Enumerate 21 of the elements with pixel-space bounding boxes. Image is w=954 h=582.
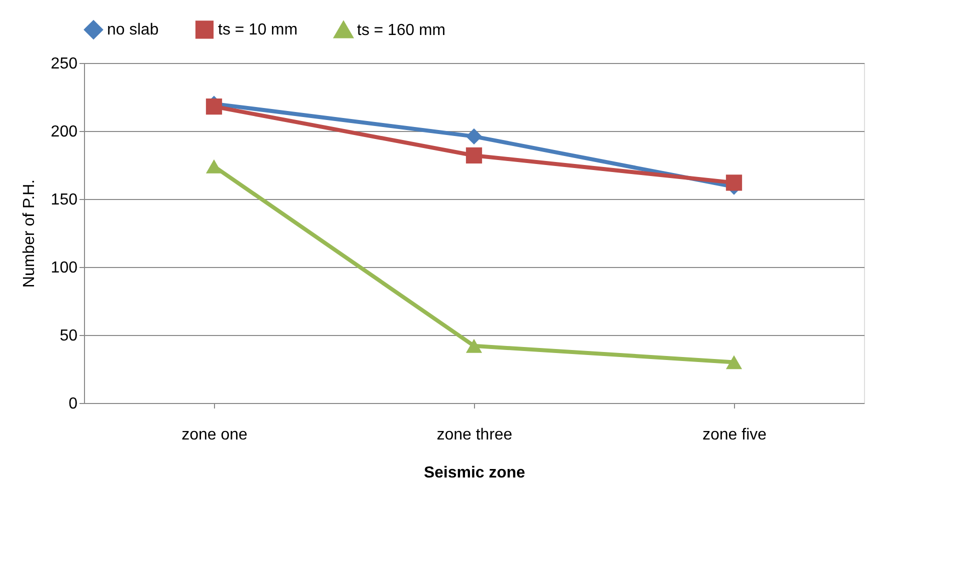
y-tick-label: 250 [50,56,78,72]
y-tick-label: 200 [50,124,78,140]
x-tick-label: zone one [182,426,248,444]
y-axis-title: Number of P.H. [20,179,38,288]
point [466,147,482,164]
point [206,159,222,174]
y-tick-label: 100 [50,260,78,276]
x-axis-title: Seismic zone [424,464,526,482]
point [206,98,222,115]
y-tick-label: 150 [50,192,78,208]
point [726,174,742,191]
legend-label: ts = 160 mm [357,22,446,40]
point [726,355,742,370]
x-tick-label: zone three [436,426,512,444]
y-tick-label: 0 [68,396,78,412]
point [466,128,482,144]
x-tick-label: zone five [702,426,767,444]
legend-label: no slab [107,22,159,39]
point [466,338,482,353]
legend-label: ts = 10 mm [218,22,298,39]
y-tick-label: 50 [60,328,78,344]
